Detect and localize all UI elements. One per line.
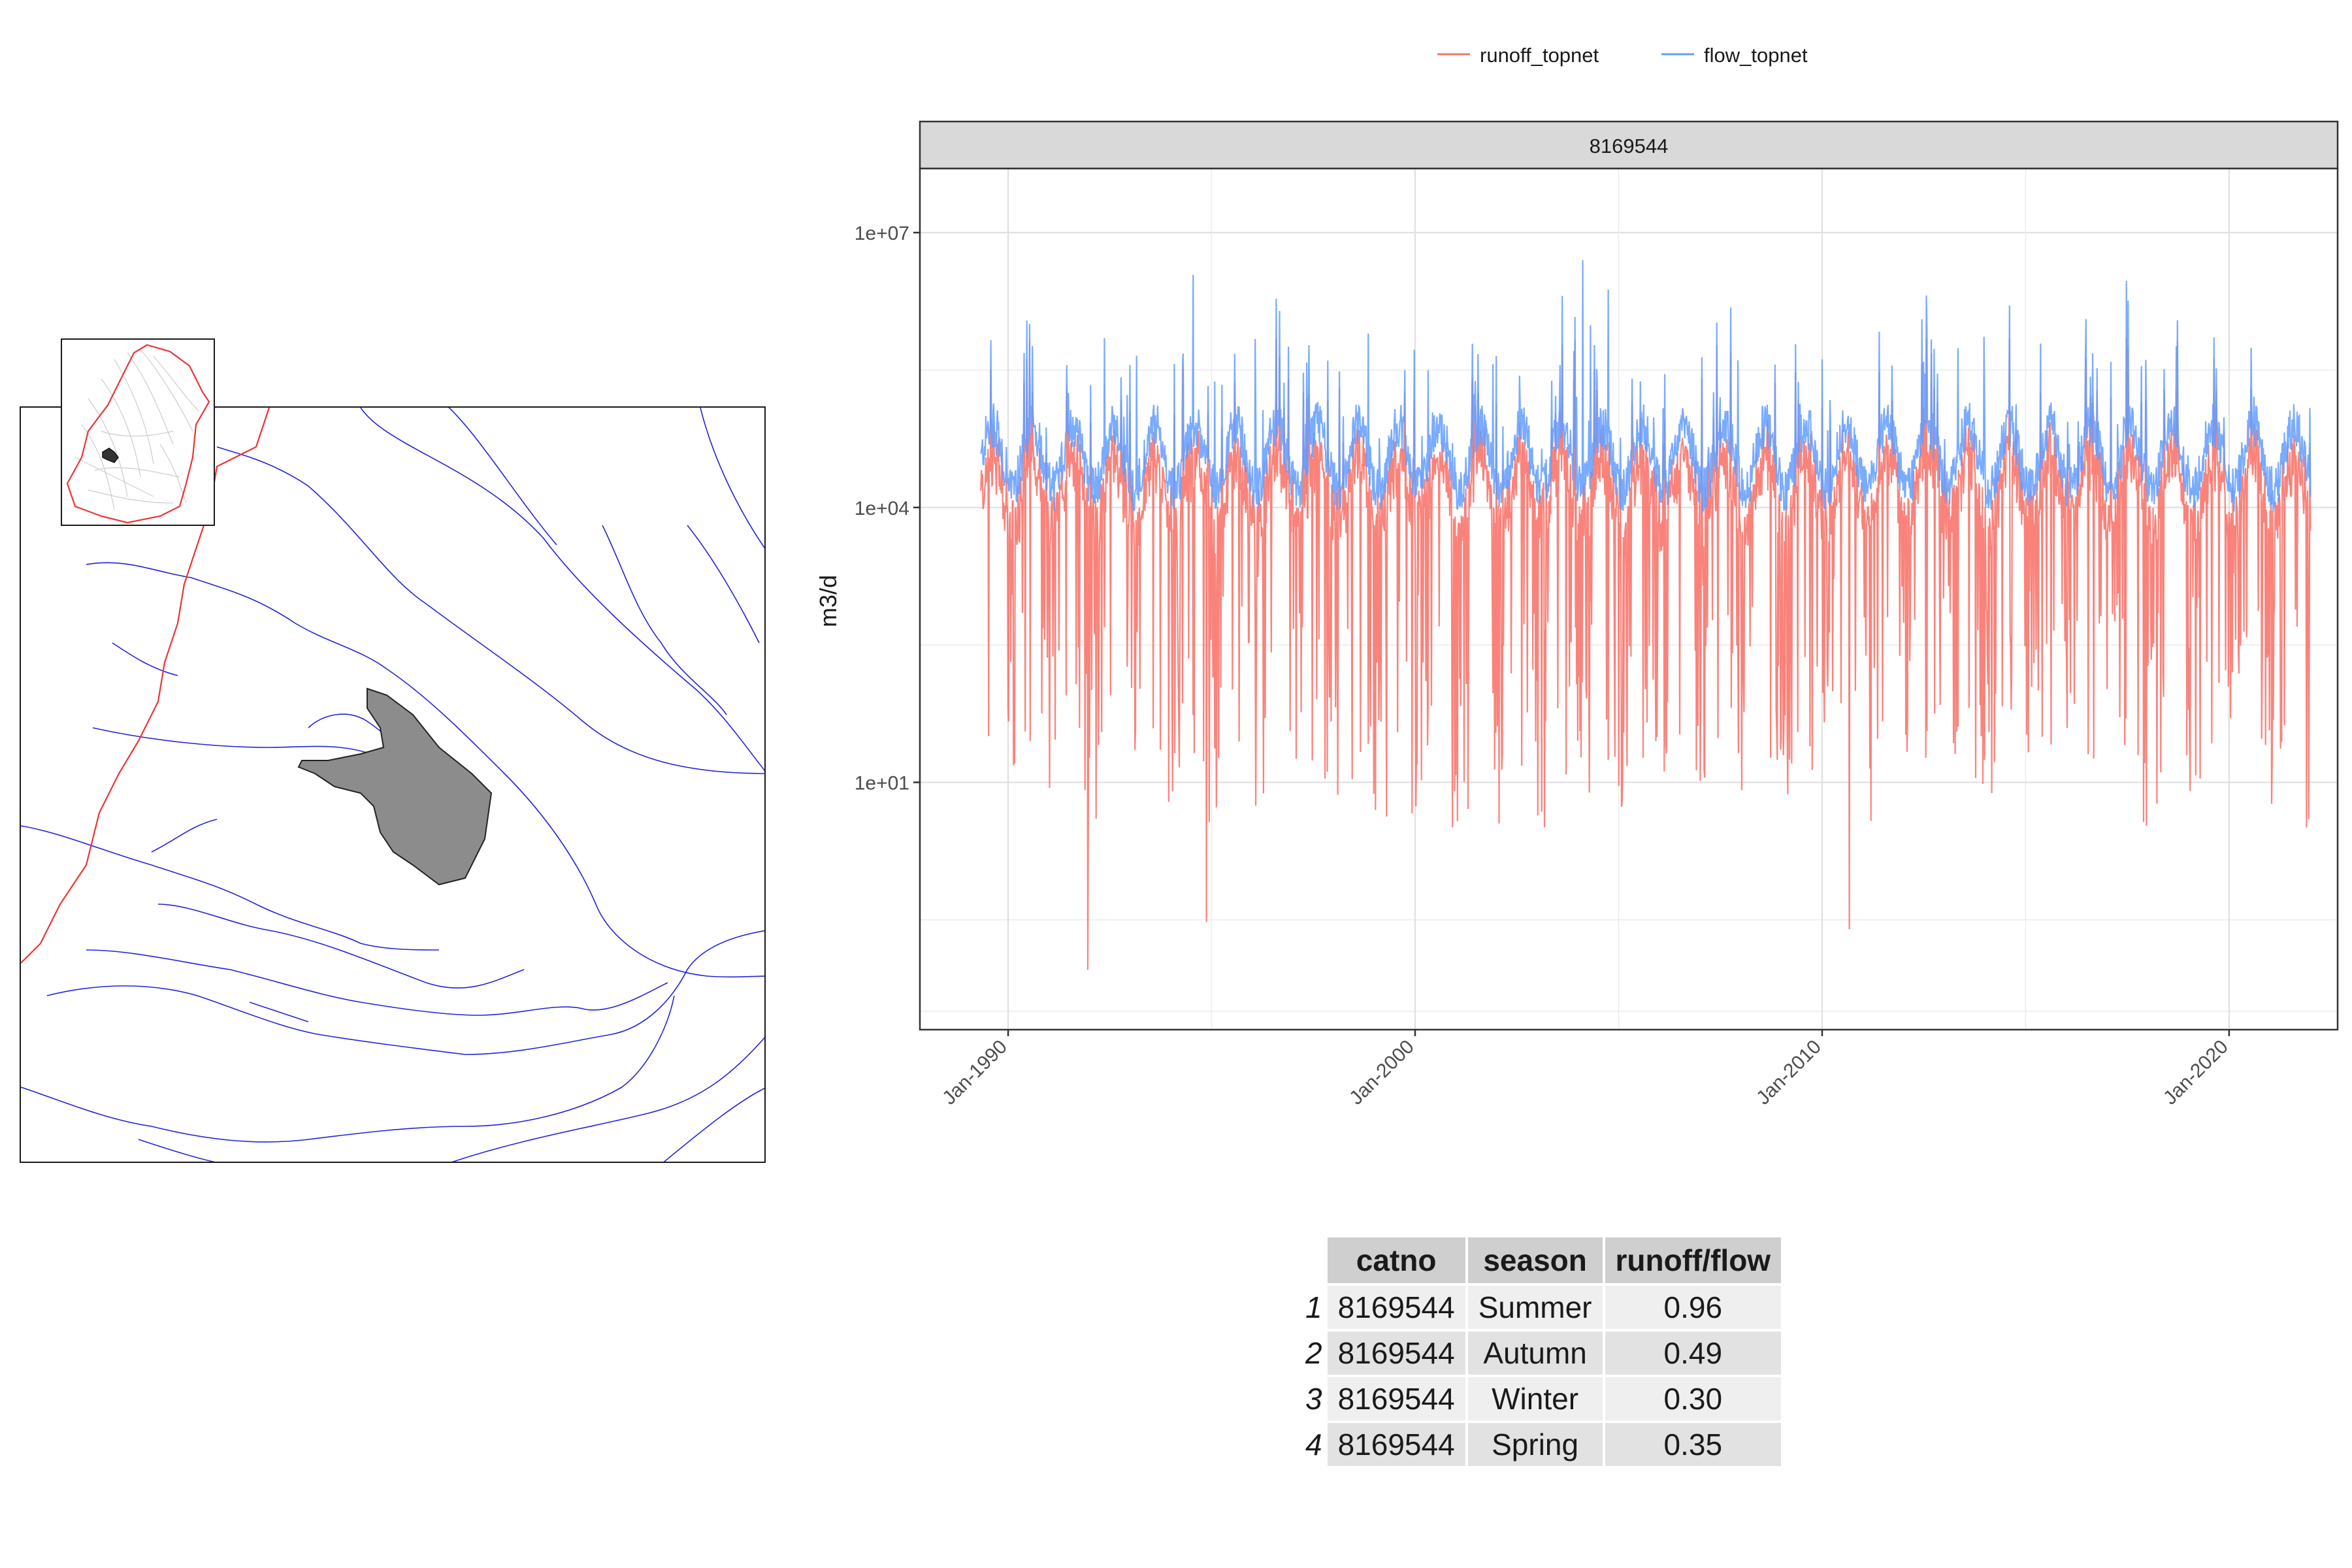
cell-catno: 8169544 [1327,1286,1465,1329]
column-header-season: season [1467,1237,1603,1283]
river-line [249,1002,309,1022]
x-tick-label: Jan-2020 [2159,1036,2232,1109]
cell-season: Spring [1467,1423,1603,1466]
river-line [360,408,764,772]
x-tick-label: Jan-1990 [938,1036,1011,1109]
plot-border [919,167,2339,1031]
facet-strip [919,120,2339,170]
x-tick-label: Jan-2000 [1345,1036,1418,1109]
row-number: 1 [1305,1290,1322,1324]
cell-catno: 8169544 [1327,1423,1465,1466]
table-header-row: catno season runoff/flow [1303,1237,1782,1283]
catchment-map [20,406,766,1163]
river-line [687,525,760,644]
table-row: 2 8169544 Autumn 0.49 [1303,1331,1782,1375]
summary-table: catno season runoff/flow 1 8169544 Summe… [1300,1235,1784,1469]
inset-region-boundary [66,344,210,524]
river-line [602,525,727,715]
series-line-flow_topnet [980,260,2311,514]
facet-label: 8169544 [1590,135,1669,157]
series-layer [980,260,2311,970]
inset-map-svg [66,344,210,524]
table-row: 4 8169544 Spring 0.35 [1303,1423,1782,1466]
cell-season: Summer [1467,1286,1603,1329]
river-line [86,562,764,978]
y-tick-label: 1e+04 [855,498,909,519]
river-line [448,408,557,546]
column-header-ratio: runoff/flow [1605,1237,1782,1283]
y-tick-label: 1e+01 [855,772,909,794]
river-line [700,408,764,549]
river-line [216,446,764,774]
cell-season: Winter [1467,1377,1603,1420]
inset-river-network [74,349,200,510]
cell-ratio: 0.35 [1605,1423,1782,1466]
legend: runoff_topnet flow_topnet [1437,44,1808,67]
rownum-header [1303,1237,1325,1283]
table-row: 3 8169544 Winter 0.30 [1303,1377,1782,1420]
table-row: 1 8169544 Summer 0.96 [1303,1286,1782,1329]
x-tick-label: Jan-2010 [1752,1036,1825,1109]
cell-ratio: 0.49 [1605,1331,1782,1375]
river-line [151,819,218,853]
cell-season: Autumn [1467,1331,1603,1375]
y-tick-label: 1e+07 [855,223,909,244]
cell-catno: 8169544 [1327,1377,1465,1420]
inset-overview-map [61,338,215,526]
river-line [112,642,178,676]
river-line [451,1037,764,1162]
river-line [21,825,440,951]
cell-ratio: 0.96 [1605,1286,1782,1329]
legend-label-runoff: runoff_topnet [1480,44,1599,67]
y-axis-label: m3/d [815,575,841,627]
river-line [21,995,675,1143]
river-line [157,904,525,989]
cell-catno: 8169544 [1327,1331,1465,1375]
cell-ratio: 0.30 [1605,1377,1782,1420]
river-line [86,949,668,1016]
row-number: 2 [1305,1336,1322,1370]
map-svg [21,408,764,1162]
row-number: 4 [1305,1428,1322,1462]
catchment-polygon [297,687,493,886]
legend-label-flow: flow_topnet [1704,44,1808,67]
inset-catchment-marker [102,448,119,463]
column-header-catno: catno [1327,1237,1465,1283]
series-line-runoff_topnet [980,338,2311,970]
row-number: 3 [1305,1382,1322,1416]
river-line [138,1139,216,1162]
river-line [663,1088,764,1162]
river-line [46,930,764,1055]
time-series-chart: runoff_topnet flow_topnet 8169544 1e+01 1… [815,44,2339,1109]
